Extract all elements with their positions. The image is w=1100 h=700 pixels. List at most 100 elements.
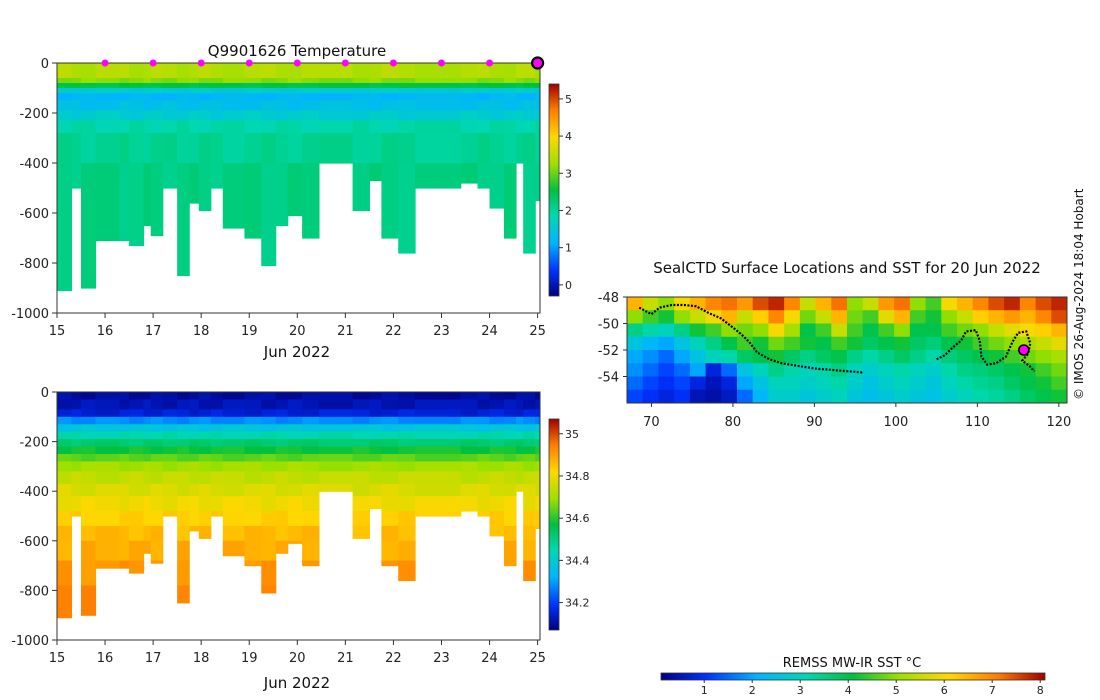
temperature-cell	[415, 100, 462, 112]
temperature-cell	[143, 93, 152, 102]
salinity-cell	[71, 416, 82, 425]
sst-cell	[658, 323, 675, 338]
salinity-cell	[503, 446, 517, 455]
salinity-cell	[244, 483, 262, 497]
surface-marker	[437, 59, 445, 67]
temperature-cell	[198, 93, 212, 102]
salinity-cell	[535, 446, 540, 455]
salinity-x-ticks: 15 16 17 18 19 20 21 22 23 24 25	[49, 640, 546, 666]
sst-cell	[642, 389, 660, 403]
sst-cell	[847, 336, 864, 351]
sst-cell	[925, 310, 942, 325]
salinity-cell	[119, 496, 130, 512]
temperature-cell	[57, 93, 73, 102]
surface-marker	[101, 59, 109, 67]
temperature-cell	[275, 88, 289, 94]
salinity-cell	[210, 431, 224, 440]
salinity-cell	[129, 416, 145, 425]
temperature-colorbar	[548, 83, 560, 297]
salinity-x-axis-title: Jun 2022	[263, 674, 330, 692]
temperature-cell	[71, 133, 82, 164]
temperature-cell	[477, 88, 491, 94]
salinity-cell	[318, 409, 354, 418]
salinity-cell	[515, 483, 524, 492]
salinity-cell	[222, 416, 246, 425]
sst-cell	[925, 376, 942, 391]
salinity-cell	[177, 424, 190, 433]
sst-cell	[831, 389, 848, 403]
sst-cell	[1004, 323, 1021, 338]
temperature-cell	[57, 133, 73, 164]
sst-cell	[737, 310, 754, 325]
salinity-cell	[477, 471, 491, 485]
salinity-cell	[398, 416, 416, 425]
surface-marker	[486, 59, 494, 67]
salinity-cell	[57, 560, 73, 587]
salinity-cell	[119, 416, 130, 425]
temperature-cell	[95, 163, 121, 242]
temperature-cell	[143, 63, 152, 79]
salinity-cell	[119, 483, 130, 497]
salinity-cell	[143, 540, 152, 554]
sst-cell	[674, 376, 691, 391]
salinity-cell	[415, 461, 462, 472]
temperature-cell	[503, 88, 517, 94]
temperature-cell	[381, 110, 399, 122]
salinity-cell	[261, 560, 277, 587]
temperature-cell	[162, 163, 178, 189]
temperature-colorbar-tick-label: 1	[565, 242, 572, 255]
temperature-cell	[381, 63, 399, 79]
salinity-x-tick-label: 15	[49, 651, 66, 666]
salinity-cell	[503, 439, 517, 448]
surface-marker	[245, 59, 253, 67]
salinity-cell	[57, 585, 73, 619]
salinity-cell	[129, 399, 145, 410]
salinity-cell	[95, 483, 121, 497]
sst-cell	[988, 336, 1005, 351]
sst-cell	[1019, 376, 1037, 391]
salinity-cell	[244, 416, 262, 425]
temperature-y-tick-label: 0	[41, 57, 49, 72]
temperature-cell	[369, 83, 382, 89]
temperature-cell	[198, 163, 212, 212]
salinity-cell	[523, 511, 536, 527]
temperature-cell	[150, 110, 164, 122]
salinity-cell	[477, 454, 491, 463]
salinity-cell	[318, 461, 354, 472]
salinity-cell	[503, 399, 517, 410]
sst-cell	[627, 363, 644, 378]
temperature-cell	[261, 83, 277, 89]
salinity-cell	[275, 461, 289, 472]
temperature-cell	[177, 163, 190, 277]
sst-cell	[674, 350, 691, 364]
salinity-cell	[198, 483, 212, 497]
salinity-cell	[523, 540, 536, 562]
temperature-cell	[515, 110, 524, 122]
temperature-cells	[57, 63, 540, 292]
temperature-cell	[189, 100, 200, 112]
sst-cell	[1004, 310, 1021, 325]
sst-cell	[768, 297, 785, 311]
salinity-cell	[162, 461, 178, 472]
temperature-cell	[287, 100, 303, 112]
sst-cell	[674, 310, 691, 325]
temperature-cell	[398, 93, 416, 102]
salinity-cell	[198, 409, 212, 418]
sst-cell	[705, 350, 722, 364]
sst-cell	[1051, 363, 1067, 378]
temperature-cell	[287, 78, 303, 84]
sst-cell	[925, 363, 942, 378]
temperature-cell	[189, 163, 200, 204]
salinity-cell	[57, 399, 73, 410]
salinity-cell	[369, 496, 382, 510]
temperature-cell	[119, 120, 130, 134]
temperature-cell	[81, 163, 97, 289]
salinity-cell	[177, 525, 190, 542]
salinity-cell	[503, 431, 517, 440]
sst-cell	[1004, 389, 1021, 403]
temperature-cell	[503, 133, 517, 164]
salinity-cell	[150, 471, 164, 485]
salinity-cell	[129, 496, 145, 512]
sst-cell	[1035, 363, 1052, 378]
salinity-cell	[189, 431, 200, 440]
